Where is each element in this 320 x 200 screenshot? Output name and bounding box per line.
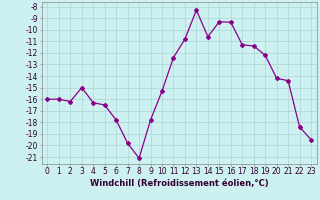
X-axis label: Windchill (Refroidissement éolien,°C): Windchill (Refroidissement éolien,°C) bbox=[90, 179, 268, 188]
